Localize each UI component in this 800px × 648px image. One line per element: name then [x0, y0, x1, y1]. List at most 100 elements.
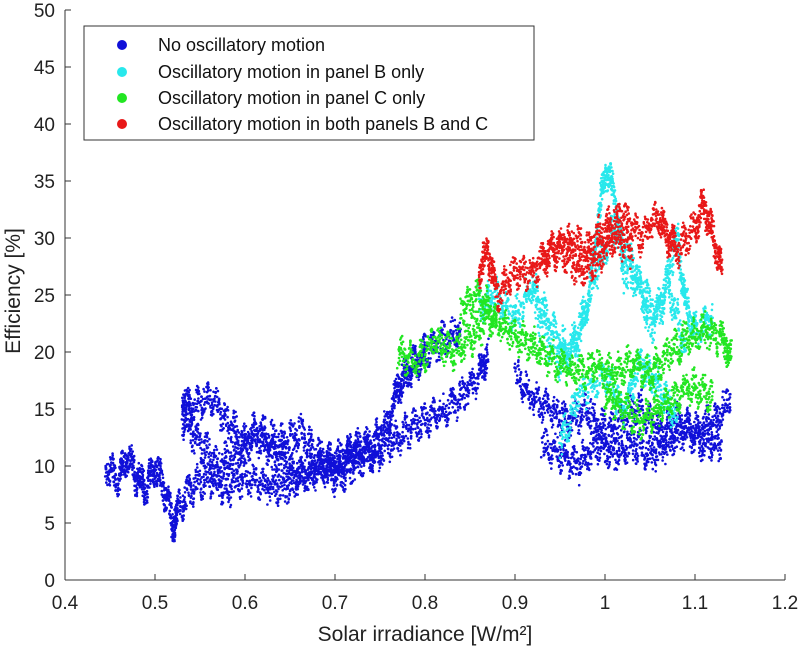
data-point: [453, 318, 457, 322]
data-point: [270, 418, 274, 422]
data-point: [392, 397, 396, 400]
data-point: [212, 458, 215, 462]
data-point: [401, 425, 405, 429]
series-0: [103, 316, 732, 543]
data-point: [199, 418, 203, 421]
data-point: [143, 483, 147, 486]
data-point: [273, 468, 276, 471]
data-point: [519, 378, 523, 381]
data-point: [250, 448, 253, 452]
data-point: [374, 445, 377, 448]
data-point: [185, 481, 188, 485]
data-point: [378, 438, 381, 442]
data-point: [399, 453, 402, 457]
data-point: [303, 434, 306, 437]
data-point: [453, 394, 457, 398]
data-point: [131, 462, 134, 466]
data-point: [252, 468, 256, 471]
data-point: [296, 444, 300, 448]
data-point: [453, 409, 457, 413]
data-point: [216, 457, 219, 460]
data-point: [192, 403, 195, 407]
data-point: [305, 449, 309, 452]
data-point: [113, 467, 116, 470]
data-point: [182, 498, 186, 501]
data-point: [256, 436, 260, 439]
data-point: [236, 447, 240, 450]
data-point: [211, 481, 214, 485]
data-point: [155, 484, 159, 488]
data-point: [188, 473, 191, 477]
data-point: [130, 452, 133, 456]
data-point: [189, 404, 192, 407]
data-point: [310, 443, 314, 446]
data-point: [213, 448, 216, 452]
data-point: [361, 474, 365, 478]
data-point: [151, 460, 154, 464]
data-point: [117, 493, 120, 496]
data-point: [224, 413, 227, 417]
data-point: [222, 471, 226, 475]
data-point: [276, 435, 280, 439]
data-point: [248, 445, 252, 449]
data-point: [575, 419, 579, 422]
data-point: [452, 388, 455, 391]
data-point: [342, 449, 345, 452]
data-point: [513, 362, 517, 366]
data-point: [429, 357, 432, 360]
data-point: [249, 427, 252, 431]
data-point: [435, 421, 439, 425]
data-point: [189, 488, 193, 491]
data-point: [430, 409, 434, 413]
data-point: [204, 473, 208, 476]
data-point: [286, 451, 290, 454]
data-point: [456, 416, 459, 419]
data-point: [301, 462, 305, 465]
data-point: [589, 419, 592, 423]
data-point: [301, 422, 304, 426]
data-point: [322, 480, 326, 483]
data-point: [638, 404, 641, 408]
data-point: [295, 429, 299, 432]
data-point: [202, 461, 205, 465]
data-point: [287, 446, 291, 450]
data-point: [346, 434, 349, 438]
data-point: [263, 489, 266, 492]
data-point: [301, 425, 305, 428]
data-point: [231, 445, 235, 448]
data-point: [398, 381, 401, 385]
data-point: [402, 379, 405, 382]
data-point: [569, 416, 572, 420]
data-point: [382, 459, 386, 462]
data-point: [250, 486, 253, 490]
data-point: [107, 473, 111, 476]
data-point: [366, 427, 369, 431]
data-point: [550, 410, 553, 414]
data-point: [283, 455, 287, 458]
data-point: [433, 400, 436, 404]
data-point: [131, 456, 135, 460]
data-point: [206, 446, 210, 449]
data-point: [327, 451, 331, 454]
data-point: [182, 433, 186, 436]
data-point: [640, 398, 644, 402]
data-point: [257, 487, 260, 491]
data-point: [471, 367, 474, 371]
data-point: [279, 494, 283, 497]
data-point: [170, 502, 173, 505]
data-point: [221, 494, 225, 497]
data-point: [319, 447, 322, 450]
data-point: [206, 389, 210, 392]
data-point: [136, 467, 139, 471]
data-point: [200, 395, 203, 399]
data-point: [227, 500, 230, 504]
data-point: [355, 453, 358, 457]
data-point: [203, 481, 206, 485]
data-point: [296, 493, 300, 496]
data-point: [193, 452, 196, 455]
data-point: [292, 476, 296, 479]
data-point: [366, 436, 370, 439]
data-point: [199, 480, 203, 484]
data-point: [414, 344, 417, 348]
data-point: [365, 441, 368, 444]
